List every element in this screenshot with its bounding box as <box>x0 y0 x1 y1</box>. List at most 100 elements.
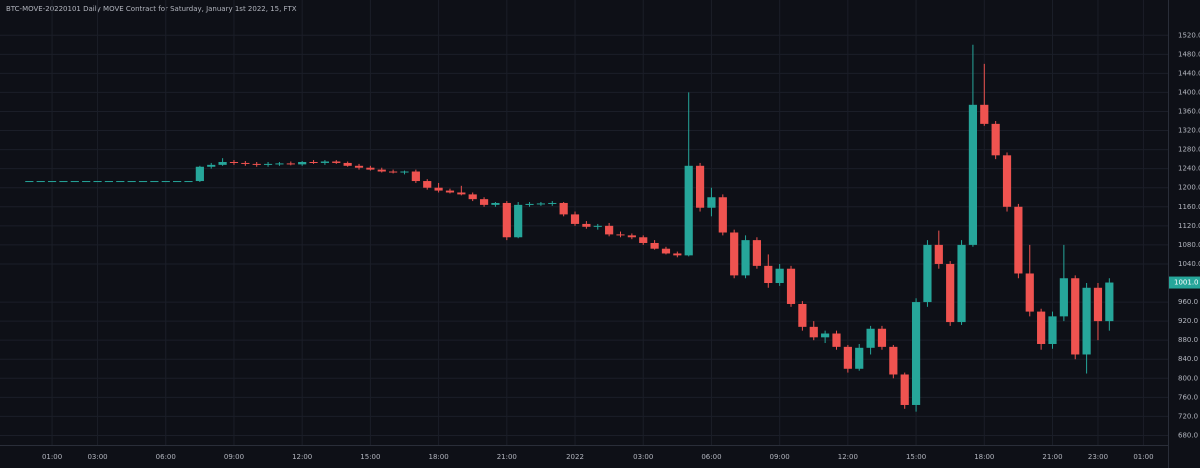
x-tick-label: 2022 <box>566 453 584 461</box>
candle-body <box>1093 287 1103 322</box>
candle-body <box>93 181 102 183</box>
y-tick-label: 840.0 <box>1178 355 1198 363</box>
candle-body <box>411 171 420 182</box>
candle-body <box>718 197 727 233</box>
candle-body <box>980 104 989 124</box>
x-tick-label: 18:00 <box>429 453 449 461</box>
candle-body <box>991 123 1000 156</box>
x-tick-label: 21:00 <box>1042 453 1062 461</box>
candle-body <box>184 181 193 183</box>
y-tick-label: 760.0 <box>1178 393 1198 401</box>
candle-body <box>877 328 887 347</box>
candle-body <box>1082 287 1091 355</box>
candle-body <box>821 333 830 338</box>
candle-body <box>809 326 818 338</box>
candle-body <box>968 104 978 245</box>
candle-body <box>434 187 443 191</box>
candle-body <box>1048 316 1057 344</box>
x-tick-label: 15:00 <box>360 453 380 461</box>
candle-body <box>445 190 455 193</box>
candle-body <box>525 203 534 205</box>
candle-body <box>332 161 341 163</box>
candle-body <box>241 162 250 164</box>
candle-body <box>695 165 705 208</box>
candle-body <box>855 347 864 369</box>
candle-body <box>627 235 636 238</box>
candle-body <box>468 194 477 200</box>
candle-body <box>1105 282 1114 322</box>
candle-body <box>47 181 57 183</box>
candle-body <box>479 199 489 205</box>
candle-body <box>320 161 330 163</box>
candle-body <box>798 303 807 327</box>
candle-body <box>229 161 239 163</box>
candle-body <box>423 181 432 188</box>
candle-body <box>741 240 750 276</box>
y-tick-label: 1160.0 <box>1178 203 1200 211</box>
candle-body <box>843 346 852 369</box>
y-tick-label: 680.0 <box>1178 431 1198 439</box>
candle-body <box>570 214 580 224</box>
candle-body <box>923 244 932 303</box>
y-tick-label: 1240.0 <box>1178 165 1200 173</box>
chart-title: BTC-MOVE-20220101 Daily MOVE Contract fo… <box>6 5 297 13</box>
candle-body <box>900 374 909 405</box>
x-tick-label: 03:00 <box>87 453 107 461</box>
x-tick-label: 09:00 <box>770 453 790 461</box>
candle-body <box>173 181 182 183</box>
candle-body <box>832 333 841 347</box>
candle-body <box>389 171 398 173</box>
candle-body <box>1014 206 1023 274</box>
x-tick-label: 18:00 <box>974 453 994 461</box>
candle-body <box>491 202 500 205</box>
y-tick-label: 800.0 <box>1178 374 1198 382</box>
candle-body <box>343 162 352 166</box>
candle-body <box>298 161 307 165</box>
y-tick-label: 1440.0 <box>1178 69 1200 77</box>
candle-body <box>275 163 284 165</box>
y-tick-label: 720.0 <box>1178 412 1198 420</box>
candle-body <box>786 268 796 304</box>
candle-body <box>752 240 762 266</box>
candle-body <box>1002 155 1012 207</box>
candle-body <box>286 163 295 165</box>
candle-body <box>730 232 739 276</box>
candle-body <box>946 263 955 323</box>
candle-body <box>309 161 318 163</box>
last-price-box <box>1169 276 1200 289</box>
candle-body <box>161 181 170 183</box>
candle-body <box>764 265 773 284</box>
candle-body <box>582 223 591 227</box>
candle-body <box>150 181 159 183</box>
candle-body <box>957 244 966 323</box>
candle-body <box>1071 278 1080 355</box>
x-tick-label: 12:00 <box>292 453 312 461</box>
candle-body <box>400 171 409 173</box>
y-tick-label: 1280.0 <box>1178 146 1200 154</box>
candle-body <box>911 302 921 405</box>
y-tick-label: 1320.0 <box>1178 127 1200 135</box>
y-tick-label: 1040.0 <box>1178 260 1200 268</box>
x-tick-label: 01:00 <box>1133 453 1153 461</box>
candle-body <box>889 346 898 375</box>
candle-body <box>1037 311 1046 344</box>
candle-body <box>366 167 375 170</box>
candle-body <box>59 181 68 183</box>
candle-body <box>559 202 568 215</box>
candle-body <box>775 268 784 284</box>
y-tick-label: 960.0 <box>1178 298 1198 306</box>
x-tick-label: 21:00 <box>497 453 517 461</box>
x-tick-label: 06:00 <box>156 453 176 461</box>
candle-body <box>25 181 34 183</box>
x-tick-label: 01:00 <box>42 453 62 461</box>
x-tick-label: 12:00 <box>838 453 858 461</box>
x-tick-label: 15:00 <box>906 453 926 461</box>
candle-body <box>934 244 943 264</box>
candle-body <box>377 169 386 172</box>
candle-body <box>593 225 602 227</box>
last-price-label: 1001.0 <box>1174 279 1199 287</box>
candle-body <box>104 181 114 183</box>
candle-body <box>866 328 875 348</box>
x-tick-label: 09:00 <box>224 453 244 461</box>
